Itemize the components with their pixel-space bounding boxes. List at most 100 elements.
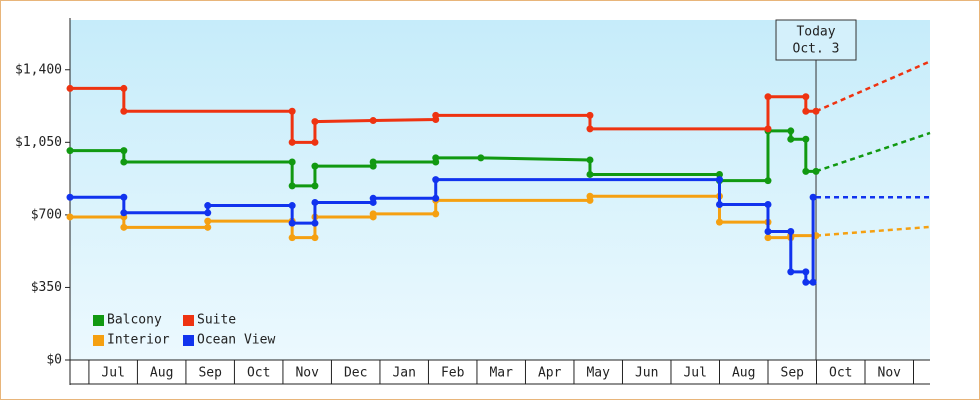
price-point xyxy=(764,177,772,185)
price-point xyxy=(66,213,74,221)
price-point xyxy=(288,202,296,210)
y-tick-label: $1,050 xyxy=(15,135,62,150)
price-point xyxy=(120,107,128,115)
price-point xyxy=(764,227,772,235)
price-point xyxy=(369,158,377,166)
x-tick-label: Nov xyxy=(878,366,902,381)
x-tick-label: Apr xyxy=(538,366,562,381)
price-point xyxy=(764,125,772,133)
y-tick-label: $700 xyxy=(31,207,62,222)
price-point xyxy=(715,170,723,178)
price-point xyxy=(787,227,795,235)
x-tick-label: Aug xyxy=(150,366,173,381)
today-label: Today xyxy=(796,25,835,40)
price-point xyxy=(812,167,820,175)
y-tick-label: $0 xyxy=(46,353,62,368)
price-point xyxy=(787,135,795,143)
x-tick-label: Aug xyxy=(732,366,755,381)
price-point xyxy=(787,127,795,135)
price-point xyxy=(204,223,212,231)
price-point xyxy=(311,182,319,190)
x-tick-label: Oct xyxy=(247,366,270,381)
price-point xyxy=(432,210,440,218)
x-tick-label: Sep xyxy=(781,366,805,381)
x-tick-label: Nov xyxy=(295,366,319,381)
x-tick-label: Jan xyxy=(392,366,415,381)
x-tick-label: Oct xyxy=(829,366,852,381)
price-point xyxy=(369,210,377,218)
x-tick-label: May xyxy=(586,366,610,381)
legend-swatch xyxy=(93,315,104,326)
price-point xyxy=(432,111,440,119)
legend-swatch xyxy=(93,335,104,346)
price-point xyxy=(586,170,594,178)
price-point xyxy=(477,154,485,162)
y-tick-label: $1,400 xyxy=(15,62,62,77)
x-tick-label: Sep xyxy=(198,366,222,381)
forecast-line xyxy=(815,60,931,113)
price-point xyxy=(288,158,296,166)
price-point xyxy=(764,201,772,209)
price-point xyxy=(311,162,319,170)
x-tick-label: Jun xyxy=(635,366,658,381)
price-point xyxy=(432,154,440,162)
price-point xyxy=(288,182,296,190)
legend-label: Ocean View xyxy=(197,333,275,348)
price-point xyxy=(288,219,296,227)
price-point xyxy=(432,194,440,202)
price-point xyxy=(120,147,128,155)
forecast-line xyxy=(815,131,931,173)
x-tick-label: Dec xyxy=(344,366,367,381)
price-point xyxy=(204,217,212,225)
price-point xyxy=(204,202,212,210)
legend-label: Interior xyxy=(107,333,170,348)
price-point xyxy=(432,176,440,184)
legend-swatch xyxy=(183,335,194,346)
today-box xyxy=(775,19,857,61)
price-point xyxy=(787,268,795,276)
legend-swatch xyxy=(183,315,194,326)
price-point xyxy=(802,93,810,101)
price-point xyxy=(66,147,74,155)
today-label: Oct. 3 xyxy=(793,42,840,57)
price-point xyxy=(311,118,319,126)
price-point xyxy=(586,125,594,133)
price-point xyxy=(288,234,296,242)
price-point xyxy=(120,84,128,92)
plot-area xyxy=(70,20,930,360)
x-tick-label: Feb xyxy=(441,366,465,381)
price-point xyxy=(311,234,319,242)
price-point xyxy=(809,278,817,286)
price-point xyxy=(586,192,594,200)
forecast-line xyxy=(815,225,931,237)
price-point xyxy=(369,117,377,125)
price-point xyxy=(809,193,817,201)
price-point xyxy=(369,194,377,202)
price-point xyxy=(802,135,810,143)
price-point xyxy=(66,84,74,92)
price-point xyxy=(311,138,319,146)
price-point xyxy=(120,158,128,166)
x-tick-label: Mar xyxy=(489,366,513,381)
legend-label: Balcony xyxy=(107,313,162,328)
price-point xyxy=(288,107,296,115)
x-tick-label: Jul xyxy=(683,366,706,381)
price-point xyxy=(120,223,128,231)
price-point xyxy=(802,107,810,115)
price-point xyxy=(764,234,772,242)
price-point xyxy=(586,111,594,119)
price-point xyxy=(715,201,723,209)
price-point xyxy=(715,218,723,226)
price-point xyxy=(120,209,128,217)
price-point xyxy=(311,198,319,206)
legend-label: Suite xyxy=(197,313,236,328)
price-point xyxy=(802,167,810,175)
price-point xyxy=(204,209,212,217)
price-point xyxy=(812,107,820,115)
price-point xyxy=(802,268,810,276)
price-point xyxy=(120,193,128,201)
price-point xyxy=(586,156,594,164)
price-point xyxy=(764,93,772,101)
